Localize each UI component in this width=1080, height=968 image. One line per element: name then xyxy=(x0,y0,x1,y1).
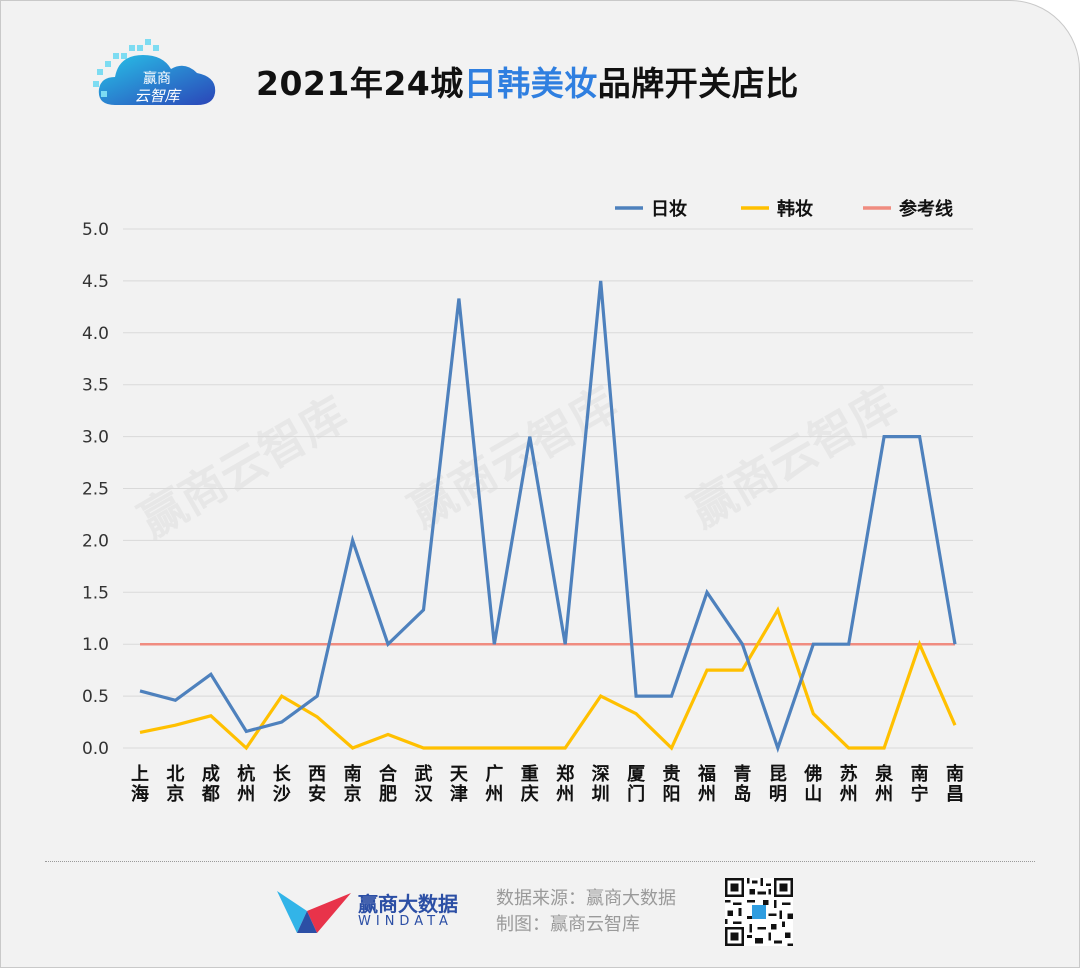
x-tick-label: 津 xyxy=(450,783,468,805)
x-tick-label: 杭 xyxy=(237,763,255,785)
x-tick-label: 泉 xyxy=(875,763,894,785)
x-tick-label: 庆 xyxy=(521,783,539,805)
x-tick-label: 都 xyxy=(201,784,220,805)
x-tick-label: 圳 xyxy=(592,784,610,805)
x-tick-label: 宁 xyxy=(911,783,929,805)
x-tick-label: 成 xyxy=(202,763,220,785)
line-chart: 赢商云智库 赢商云智库 赢商云智库0.00.51.01.52.02.53.03.54… xyxy=(82,198,973,805)
x-tick-label: 西 xyxy=(308,764,326,785)
x-tick-label: 肥 xyxy=(378,784,397,805)
x-tick-label: 海 xyxy=(131,783,149,805)
x-tick-label: 天 xyxy=(450,764,469,785)
legend-label: 参考线 xyxy=(899,198,953,220)
y-tick-label: 5.0 xyxy=(82,220,109,240)
windata-logo-icon xyxy=(277,891,351,933)
x-tick-label: 上 xyxy=(131,764,149,785)
y-tick-label: 2.0 xyxy=(82,531,109,551)
y-tick-label: 0.5 xyxy=(82,687,109,707)
logo-text-bottom: 云智库 xyxy=(134,87,182,105)
source-line: 数据来源：赢商大数据 xyxy=(496,888,676,909)
legend-label: 韩妆 xyxy=(777,198,813,220)
x-tick-label: 岛 xyxy=(733,783,751,805)
y-tick-label: 4.0 xyxy=(82,324,109,344)
qr-code-icon xyxy=(725,878,793,946)
y-tick-label: 3.0 xyxy=(82,428,109,448)
x-tick-label: 门 xyxy=(627,783,645,805)
brand-name: 赢商大数据 xyxy=(358,892,458,916)
y-tick-label: 3.5 xyxy=(82,376,109,396)
x-tick-label: 苏 xyxy=(840,763,858,785)
logo-text-top: 赢商 xyxy=(143,70,171,87)
y-tick-label: 2.5 xyxy=(82,480,109,500)
x-tick-label: 京 xyxy=(166,783,184,805)
x-tick-label: 州 xyxy=(484,784,503,805)
y-tick-label: 1.0 xyxy=(82,635,109,655)
title-suffix: 品牌开关店比 xyxy=(597,64,799,103)
brand-subtitle: WINDATA xyxy=(358,914,453,929)
x-tick-label: 武 xyxy=(414,764,432,785)
y-tick-label: 4.5 xyxy=(82,272,109,292)
y-tick-label: 0.0 xyxy=(82,739,109,759)
x-tick-label: 州 xyxy=(874,784,893,805)
x-tick-label: 南 xyxy=(911,763,929,785)
x-tick-label: 安 xyxy=(308,783,326,805)
x-tick-label: 郑 xyxy=(556,763,574,785)
x-tick-label: 山 xyxy=(804,784,822,805)
series-line-1 xyxy=(139,280,957,753)
x-tick-label: 重 xyxy=(521,763,539,785)
x-tick-label: 青 xyxy=(733,764,751,785)
x-tick-label: 佛 xyxy=(803,763,822,785)
title-prefix: 2021年24城 xyxy=(256,64,464,103)
x-tick-label: 州 xyxy=(236,784,255,805)
x-tick-label: 福 xyxy=(697,763,716,785)
x-tick-label: 汉 xyxy=(414,784,433,805)
source-note: 数据来源：赢商大数据 制图：赢商云智库 xyxy=(496,886,676,938)
y-tick-label: 1.5 xyxy=(82,583,109,603)
x-tick-label: 南 xyxy=(946,763,964,785)
cloud-logo-icon: 赢商 云智库 xyxy=(93,39,216,105)
watermark-text: 赢商云智库 xyxy=(130,386,356,548)
series-line-2 xyxy=(139,606,957,751)
credit-line: 制图：赢商云智库 xyxy=(496,914,640,935)
x-tick-label: 长 xyxy=(273,764,292,785)
x-tick-label: 广 xyxy=(485,763,503,785)
x-tick-label: 合 xyxy=(379,763,398,785)
x-tick-label: 厦 xyxy=(627,764,646,785)
x-tick-label: 明 xyxy=(769,784,787,805)
title-highlight: 日韩美妆 xyxy=(463,64,598,103)
x-tick-label: 南 xyxy=(344,763,362,785)
x-tick-label: 昆 xyxy=(769,764,787,785)
x-tick-label: 京 xyxy=(344,783,362,805)
x-tick-label: 贵 xyxy=(663,764,681,785)
x-tick-label: 阳 xyxy=(663,784,681,805)
x-tick-label: 北 xyxy=(166,764,184,785)
x-tick-label: 昌 xyxy=(946,784,964,805)
x-tick-label: 州 xyxy=(697,784,716,805)
x-tick-label: 州 xyxy=(839,784,858,805)
x-tick-label: 州 xyxy=(555,784,574,805)
page-title: 2021年24城日韩美妆品牌开关店比 xyxy=(256,57,799,105)
legend-label: 日妆 xyxy=(651,198,687,220)
footer-divider xyxy=(45,861,1035,862)
x-tick-label: 沙 xyxy=(273,784,291,805)
x-tick-label: 深 xyxy=(592,763,610,785)
